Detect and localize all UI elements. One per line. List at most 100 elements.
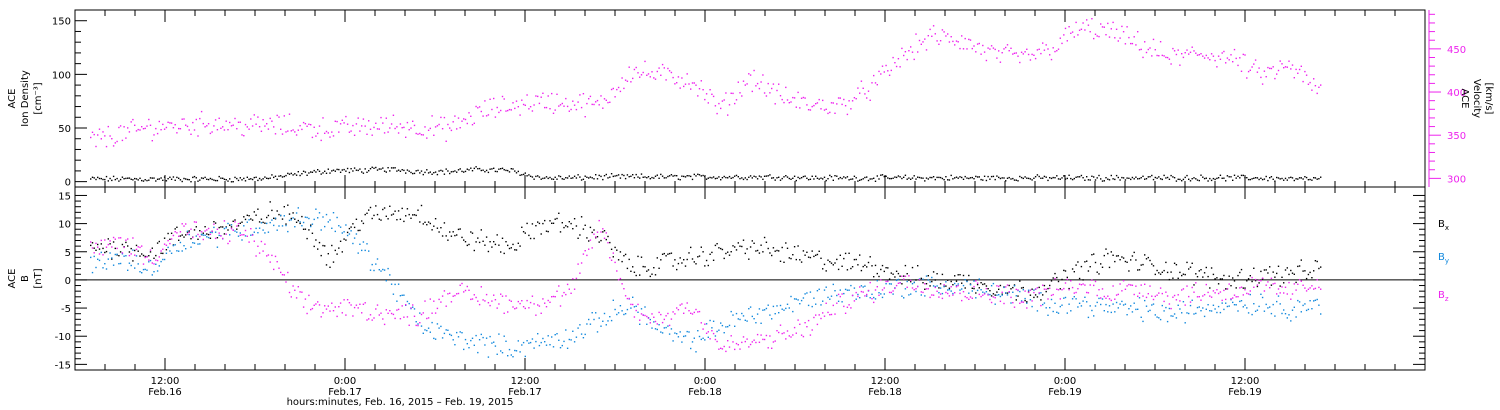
bz-series-point (447, 293, 449, 295)
bx-series-point (568, 221, 570, 223)
bx-series-point (582, 228, 585, 230)
bz-series-point (332, 310, 335, 312)
density-series-point (331, 170, 333, 172)
bz-series-point (505, 295, 507, 297)
velocity-series-point (1094, 33, 1097, 35)
bz-series-point (1244, 289, 1246, 291)
velocity-series-point (614, 96, 616, 98)
bx-series-point (566, 226, 569, 228)
bz-series-point (1154, 295, 1156, 298)
bx-series-point (420, 204, 423, 207)
bz-series-point (846, 306, 849, 308)
by-series-point (336, 216, 338, 219)
density-series-point (445, 168, 447, 170)
velocity-series-point (720, 107, 722, 110)
by-series-point (982, 291, 984, 293)
bz-series-point (1147, 293, 1149, 295)
density-series-point (1158, 176, 1160, 178)
density-series-point (943, 179, 945, 181)
velocity-series-point (399, 123, 402, 125)
velocity-series-point (1100, 23, 1102, 25)
density-series-point (135, 178, 138, 180)
velocity-series-point (1314, 85, 1317, 87)
bz-series-point (945, 291, 947, 294)
by-series-point (1179, 308, 1181, 310)
density-series-point (558, 175, 560, 177)
by-series-point (976, 289, 979, 292)
density-series-point (148, 179, 150, 181)
velocity-series-point (507, 109, 509, 112)
velocity-series-point (1212, 55, 1215, 57)
bz-series-point (327, 305, 329, 307)
bx-series-point (1181, 274, 1183, 277)
velocity-series-point (925, 49, 928, 51)
bz-series-point (874, 289, 877, 291)
bx-series-point (1214, 278, 1216, 280)
by-series-point (825, 286, 827, 288)
bz-series-point (362, 303, 365, 305)
velocity-series-point (603, 98, 606, 100)
density-series-point (216, 179, 219, 182)
by-series-point (355, 233, 358, 235)
density-series-point (1216, 177, 1218, 180)
bz-series-point (563, 291, 565, 294)
bz-series-point (1115, 294, 1118, 296)
density-series-point (994, 178, 996, 181)
velocity-series-point (97, 134, 99, 136)
density-series-point (561, 178, 563, 180)
bz-series-point (1305, 290, 1308, 292)
density-series-point (1103, 180, 1105, 182)
bx-series-point (1173, 262, 1176, 264)
bz-series-point (1290, 298, 1292, 300)
bx-series-point (441, 235, 444, 237)
by-series-point (361, 249, 363, 252)
by-series-point (700, 338, 702, 341)
by-series-point (670, 328, 673, 330)
density-series-point (1140, 177, 1142, 179)
bx-series-point (844, 252, 847, 255)
density-series-point (755, 176, 757, 178)
density-series-point (420, 170, 423, 172)
by-series-point (612, 299, 614, 301)
bz-series-point (450, 301, 453, 303)
bz-series-point (795, 332, 797, 334)
bx-series-point (653, 267, 655, 269)
velocity-series-point (698, 88, 701, 90)
bx-series-point (1105, 248, 1107, 250)
velocity-series-point (441, 128, 444, 130)
bx-series-point (127, 245, 129, 247)
density-series-point (917, 176, 919, 178)
velocity-series-point (1156, 54, 1158, 57)
velocity-series-point (361, 125, 363, 127)
by-series-point (1216, 311, 1218, 314)
by-series-point (1151, 304, 1153, 306)
legend-entry-z: Bz (1438, 290, 1449, 303)
by-series-point (1163, 310, 1165, 312)
bz-series-point (199, 235, 201, 238)
density-series-point (162, 179, 164, 181)
bx-series-point (850, 267, 852, 270)
by-series-point (804, 293, 806, 295)
by-series-point (454, 344, 456, 346)
velocity-series-point (392, 114, 395, 116)
density-series-point (1226, 175, 1229, 177)
bz-series-point (832, 304, 834, 307)
bz-series-point (660, 313, 662, 316)
by-series-point (473, 344, 475, 346)
density-series-point (707, 177, 709, 179)
by-series-point (1203, 315, 1206, 318)
velocity-series-point (621, 77, 623, 79)
velocity-series-point (1272, 66, 1274, 68)
density-series-point (390, 167, 393, 169)
by-series-point (1149, 309, 1151, 312)
velocity-series-point (302, 121, 305, 124)
bz-series-point (962, 291, 965, 293)
by-series-point (396, 300, 398, 302)
density-series-point (656, 174, 658, 176)
velocity-series-point (1005, 46, 1007, 49)
bx-series-point (763, 236, 766, 239)
bx-series-point (1084, 261, 1086, 263)
bx-series-point (248, 215, 250, 217)
bx-series-point (325, 264, 328, 266)
bx-series-point (1024, 299, 1026, 302)
